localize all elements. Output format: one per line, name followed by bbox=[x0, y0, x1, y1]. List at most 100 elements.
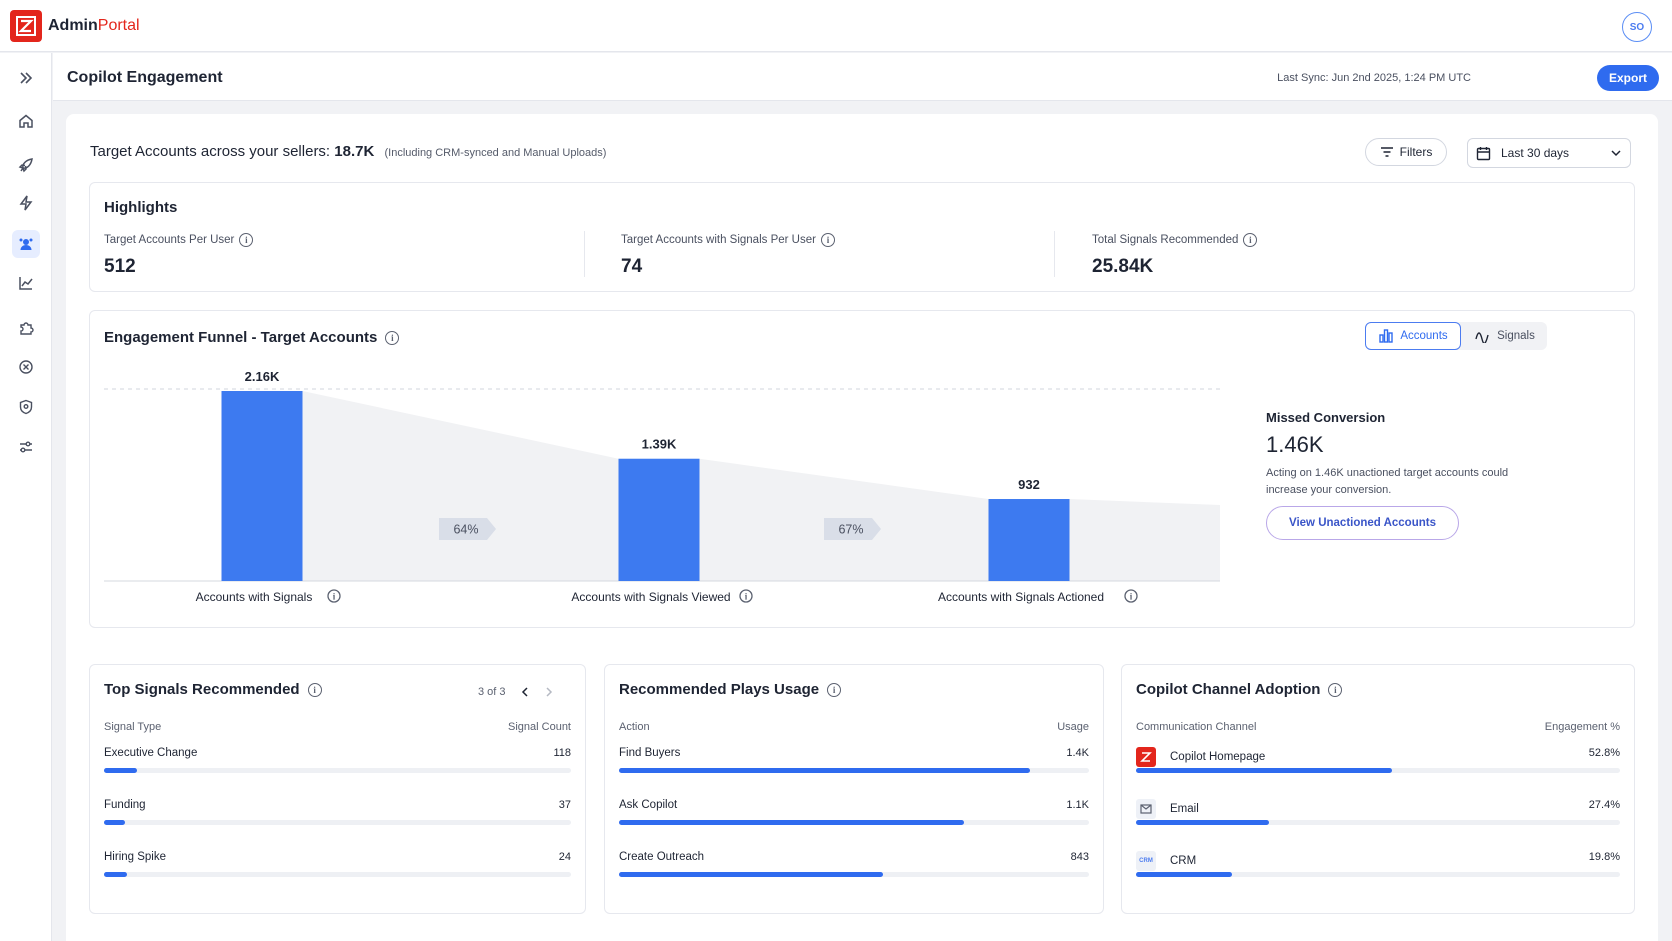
progress-track bbox=[104, 820, 571, 825]
progress-fill bbox=[104, 820, 125, 825]
channels-title: Copilot Channel Adoption bbox=[1136, 681, 1321, 698]
pager-text: 3 of 3 bbox=[478, 686, 506, 698]
bar-value-label: 1.39K bbox=[642, 437, 677, 452]
plays-title: Recommended Plays Usage bbox=[619, 681, 820, 698]
wave-icon bbox=[1475, 332, 1489, 343]
list-item[interactable]: Create Outreach 843 bbox=[619, 851, 1089, 891]
calendar-icon bbox=[1476, 146, 1491, 160]
toggle-signals-button[interactable]: Signals bbox=[1465, 322, 1545, 350]
home-icon[interactable] bbox=[12, 107, 40, 135]
view-unactioned-accounts-button[interactable]: View Unactioned Accounts bbox=[1266, 506, 1459, 540]
chevron-right-icon[interactable] bbox=[544, 687, 554, 697]
sliders-icon[interactable] bbox=[12, 433, 40, 461]
list-item[interactable]: Email 27.4% bbox=[1136, 799, 1620, 839]
email-icon bbox=[1136, 799, 1156, 819]
row-label: Hiring Spike bbox=[104, 851, 166, 863]
info-icon[interactable]: i bbox=[739, 589, 753, 603]
funnel-title-wrap: Engagement Funnel - Target Accounts i bbox=[104, 329, 400, 346]
info-icon[interactable]: i bbox=[820, 233, 835, 247]
chart-line-icon[interactable] bbox=[12, 269, 40, 297]
column-header-signal-type: Signal Type bbox=[104, 721, 162, 733]
svg-text:i: i bbox=[1130, 592, 1133, 602]
progress-fill bbox=[1136, 820, 1269, 825]
row-value: 1.4K bbox=[1066, 747, 1089, 759]
progress-fill bbox=[619, 820, 965, 825]
row-label: Create Outreach bbox=[619, 851, 705, 863]
chevron-left-icon[interactable] bbox=[520, 687, 530, 697]
conversion-rate-label: 67% bbox=[838, 523, 863, 537]
row-value: 1.1K bbox=[1066, 799, 1089, 811]
info-icon[interactable]: i bbox=[827, 682, 842, 697]
info-icon[interactable]: i bbox=[327, 589, 341, 603]
summary-prefix: Target Accounts across your sellers: bbox=[90, 143, 331, 160]
progress-track bbox=[619, 820, 1089, 825]
column-header-usage: Usage bbox=[1057, 721, 1089, 733]
recommended-plays-card: Recommended Plays Usage i Action Usage F… bbox=[604, 664, 1104, 914]
date-range-select[interactable]: Last 30 days bbox=[1467, 138, 1631, 168]
list-item[interactable]: Ask Copilot 1.1K bbox=[619, 799, 1089, 839]
missed-conversion-text: Acting on 1.46K unactioned target accoun… bbox=[1266, 467, 1509, 496]
progress-fill bbox=[1136, 768, 1392, 773]
info-icon[interactable]: i bbox=[1243, 233, 1258, 247]
funnel-bar[interactable] bbox=[988, 499, 1070, 581]
list-item[interactable]: Executive Change 118 bbox=[104, 747, 571, 787]
list-item[interactable]: CRM CRM 19.8% bbox=[1136, 851, 1620, 891]
info-icon[interactable]: i bbox=[239, 233, 254, 247]
summary-value: 18.7K bbox=[334, 143, 375, 160]
pagination: 3 of 3 bbox=[478, 686, 554, 698]
conversion-arrow bbox=[439, 518, 496, 540]
funnel-title: Engagement Funnel - Target Accounts bbox=[104, 329, 378, 346]
top-signals-card: Top Signals Recommended i 3 of 3 Signal … bbox=[89, 664, 586, 914]
row-label: Ask Copilot bbox=[619, 799, 678, 811]
brand-logo-icon[interactable] bbox=[10, 10, 42, 42]
toggle-accounts-button[interactable]: Accounts bbox=[1365, 322, 1461, 350]
highlights-card: Highlights Target Accounts Per User i 512… bbox=[89, 182, 1635, 292]
top-signals-title-wrap: Top Signals Recommended i bbox=[104, 681, 322, 698]
top-bar: AdminPortal SO bbox=[0, 0, 1672, 52]
info-icon[interactable]: i bbox=[1124, 589, 1138, 603]
info-icon[interactable]: i bbox=[307, 682, 322, 697]
funnel-bar[interactable] bbox=[618, 458, 700, 581]
progress-fill bbox=[619, 872, 884, 877]
export-button[interactable]: Export bbox=[1597, 65, 1659, 91]
last-sync-text: Last Sync: Jun 2nd 2025, 1:24 PM UTC bbox=[1277, 72, 1471, 84]
filters-button[interactable]: Filters bbox=[1365, 138, 1447, 166]
target-accounts-summary: Target Accounts across your sellers: 18.… bbox=[90, 143, 606, 160]
progress-track bbox=[1136, 820, 1620, 825]
page-title: Copilot Engagement bbox=[67, 69, 223, 86]
row-value: 843 bbox=[1070, 851, 1089, 863]
user-avatar[interactable]: SO bbox=[1622, 12, 1652, 42]
funnel-bar[interactable] bbox=[221, 391, 303, 581]
plays-title-wrap: Recommended Plays Usage i bbox=[619, 681, 842, 698]
list-item[interactable]: Copilot Homepage 52.8% bbox=[1136, 747, 1620, 787]
divider bbox=[584, 231, 585, 277]
shield-icon[interactable] bbox=[12, 393, 40, 421]
info-icon[interactable]: i bbox=[1328, 682, 1343, 697]
row-value: 24 bbox=[558, 851, 571, 863]
progress-track bbox=[1136, 768, 1620, 773]
target-accounts-icon[interactable] bbox=[12, 230, 40, 258]
rocket-icon[interactable] bbox=[12, 151, 40, 179]
info-icon[interactable]: i bbox=[385, 330, 400, 345]
column-header-action: Action bbox=[619, 721, 650, 733]
channels-title-wrap: Copilot Channel Adoption i bbox=[1136, 681, 1343, 698]
highlight-item: Target Accounts with Signals Per User i 7… bbox=[621, 233, 835, 278]
list-item[interactable]: Hiring Spike 24 bbox=[104, 851, 571, 891]
list-item[interactable]: Funding 37 bbox=[104, 799, 571, 839]
puzzle-icon[interactable] bbox=[12, 314, 40, 342]
row-label: Email bbox=[1170, 803, 1199, 815]
progress-fill bbox=[619, 768, 1031, 773]
progress-track bbox=[104, 768, 571, 773]
circle-x-icon[interactable] bbox=[12, 353, 40, 381]
double-chevron-right-icon[interactable] bbox=[12, 64, 40, 92]
page-header: Copilot Engagement Last Sync: Jun 2nd 20… bbox=[53, 53, 1672, 101]
bar-value-label: 932 bbox=[1018, 477, 1040, 492]
lightning-icon[interactable] bbox=[12, 189, 40, 217]
toggle-accounts-label: Accounts bbox=[1400, 330, 1448, 342]
svg-text:i: i bbox=[745, 592, 748, 602]
date-range-label: Last 30 days bbox=[1501, 146, 1570, 160]
view-toggle: Accounts Signals bbox=[1365, 322, 1547, 350]
progress-fill bbox=[104, 872, 128, 877]
row-value: 118 bbox=[553, 747, 571, 759]
list-item[interactable]: Find Buyers 1.4K bbox=[619, 747, 1089, 787]
